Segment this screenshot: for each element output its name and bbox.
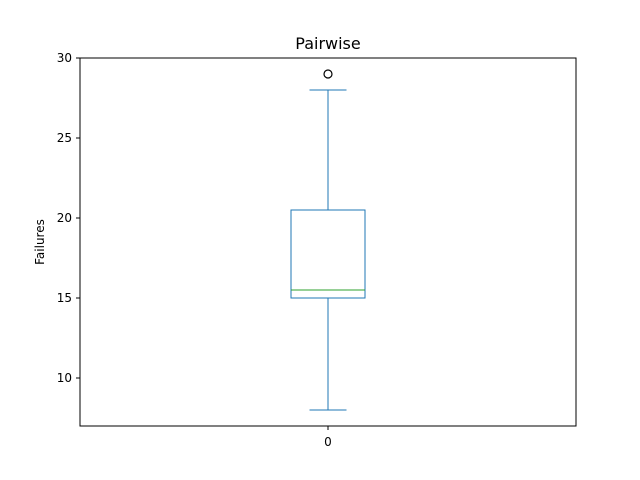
x-tick-label: 0 <box>324 435 332 449</box>
iqr-box <box>290 209 366 299</box>
x-axis-ticks: 0 <box>324 426 332 449</box>
y-tick-label: 30 <box>57 51 72 65</box>
y-tick-label: 25 <box>57 131 72 145</box>
y-axis-ticks: 10 15 20 25 30 <box>57 51 80 385</box>
outlier-point <box>323 69 333 79</box>
y-axis-label: Failures <box>33 219 47 265</box>
y-tick-label: 15 <box>57 291 72 305</box>
chart-title: Pairwise <box>295 34 360 53</box>
y-tick-label: 20 <box>57 211 72 225</box>
box-series <box>290 69 366 411</box>
y-tick-label: 10 <box>57 371 72 385</box>
plot-area-frame <box>79 57 577 427</box>
